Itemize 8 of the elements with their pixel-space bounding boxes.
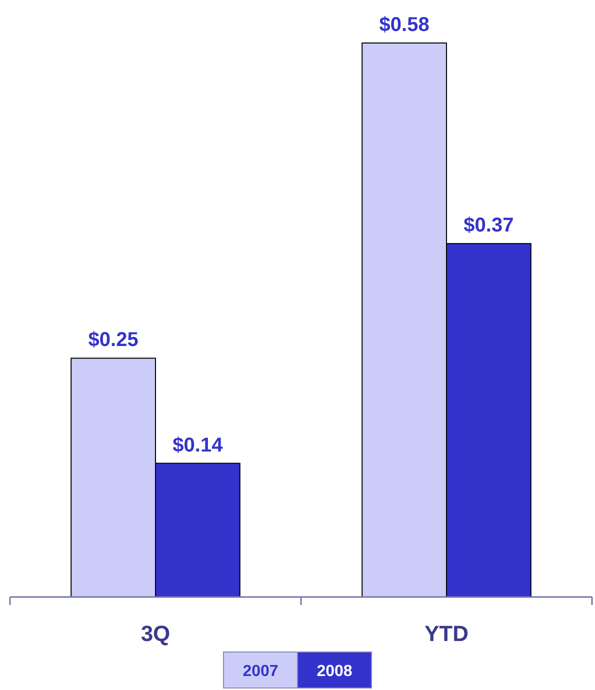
data-label: $0.14 [172, 434, 224, 456]
x-tick-label: 3Q [140, 621, 170, 646]
data-label: $0.37 [464, 214, 514, 237]
data-label: $0.58 [379, 14, 430, 36]
data-label: $0.25 [88, 329, 138, 352]
text: 2008 [316, 663, 352, 680]
text: 2007 [242, 663, 278, 680]
x-tick-label: YTD [424, 621, 468, 646]
